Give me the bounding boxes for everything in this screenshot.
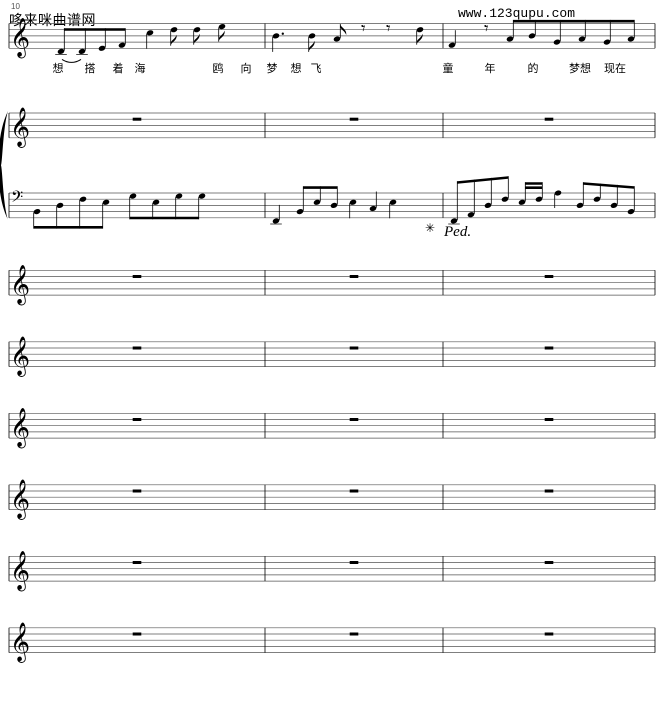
svg-text:𝄞: 𝄞 <box>10 551 30 591</box>
svg-text:✳: ✳ <box>425 221 435 235</box>
svg-text:𝄞: 𝄞 <box>10 265 30 305</box>
svg-text:𝄾: 𝄾 <box>361 19 366 38</box>
svg-text:𝄢: 𝄢 <box>11 189 23 210</box>
svg-text:𝄾: 𝄾 <box>386 19 391 38</box>
svg-text:𝄞: 𝄞 <box>10 337 30 377</box>
svg-text:𝄾: 𝄾 <box>484 19 489 38</box>
svg-text:𝄞: 𝄞 <box>10 623 30 663</box>
svg-text:𝄞: 𝄞 <box>10 18 30 58</box>
svg-text:𝄞: 𝄞 <box>10 480 30 520</box>
svg-text:𝄞: 𝄞 <box>10 408 30 448</box>
svg-text:Ped.: Ped. <box>443 224 471 240</box>
svg-text:𝄞: 𝄞 <box>10 108 30 148</box>
